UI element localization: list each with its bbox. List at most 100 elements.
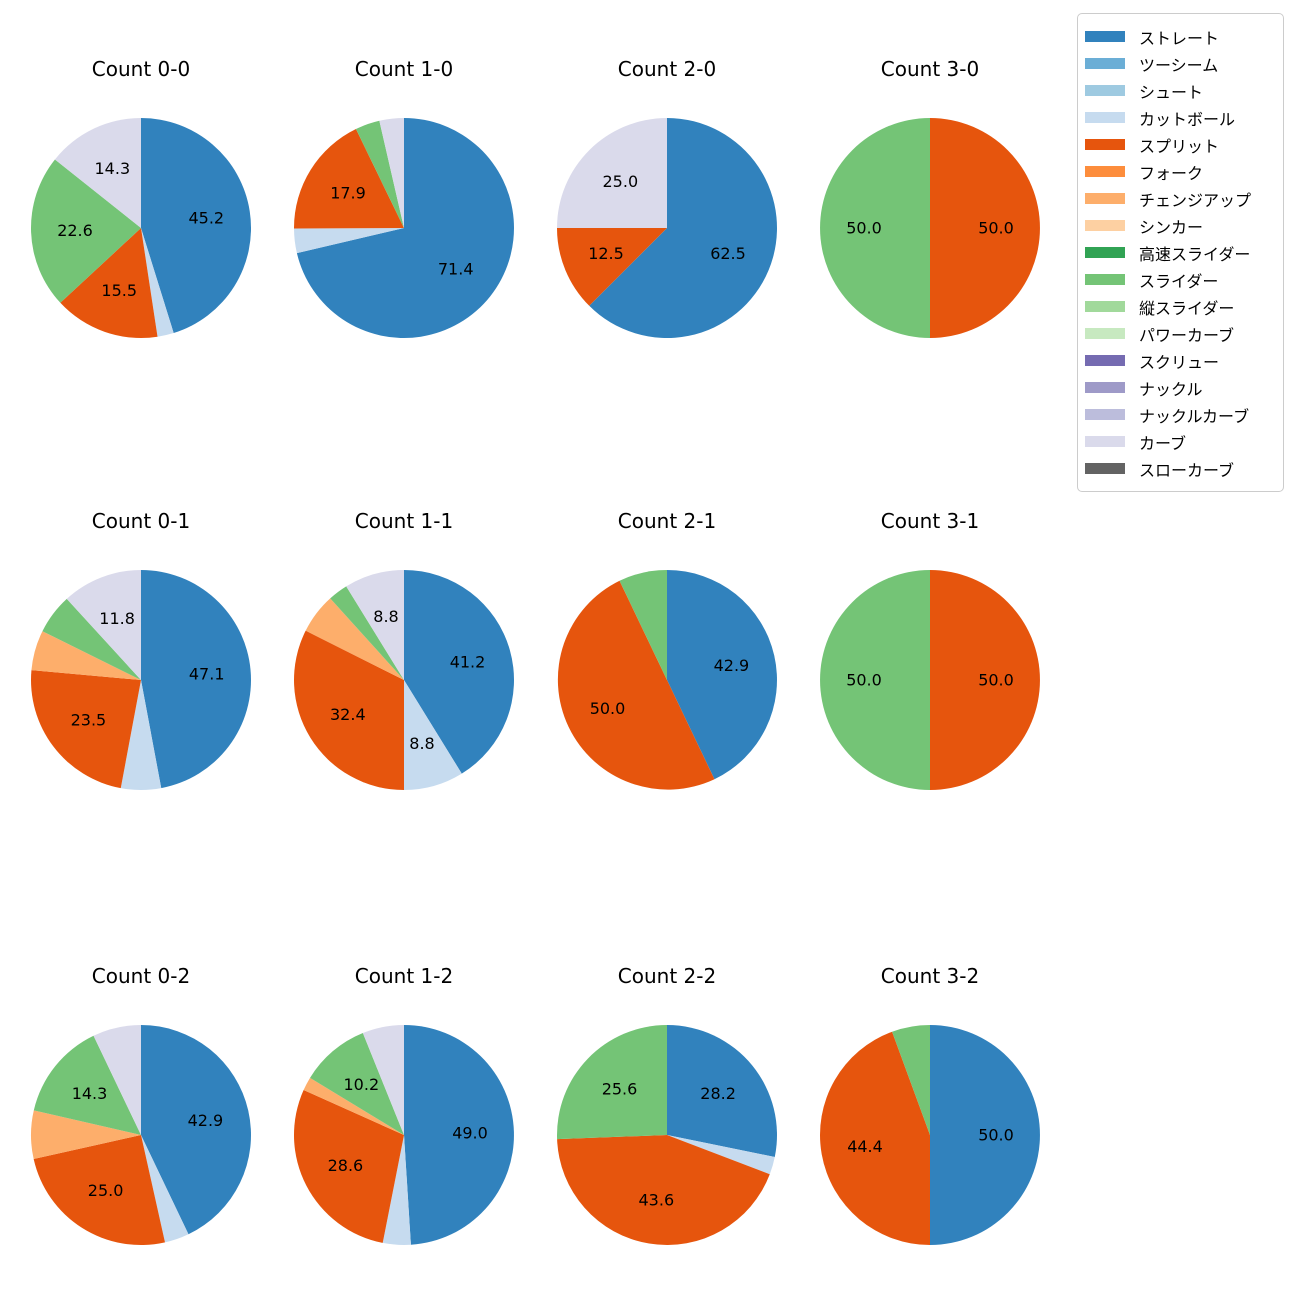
pie-slice	[557, 1025, 667, 1140]
pie-slice	[120, 680, 162, 790]
legend-label: スクリュー	[1139, 352, 1220, 372]
legend-item: ストレート	[1085, 23, 1283, 50]
pie-chart-count-2-0: 62.5 12.5 25.0	[557, 118, 778, 338]
slice-percent-label: 44.4	[847, 1137, 883, 1156]
legend-item: フォーク	[1085, 158, 1283, 185]
pie-slice	[820, 1031, 930, 1245]
legend-item: カットボール	[1085, 104, 1283, 131]
slice-percent-label: 43.6	[638, 1191, 674, 1210]
legend-label: シュート	[1139, 82, 1204, 102]
pie-slice	[667, 570, 777, 780]
slice-percent-label: 50.0	[846, 671, 882, 690]
chart-title: Count 3-0	[880, 57, 980, 81]
pie-slice	[141, 1135, 189, 1243]
legend-label: シンカー	[1139, 217, 1204, 237]
legend-swatch	[1085, 382, 1125, 393]
pie-slice	[293, 1090, 404, 1243]
slice-percent-label: 50.0	[978, 671, 1014, 690]
legend-label: スプリット	[1139, 136, 1220, 156]
chart-title: Count 0-0	[91, 57, 191, 81]
legend-swatch	[1085, 58, 1125, 69]
pie-slice	[141, 228, 174, 337]
legend-swatch	[1085, 328, 1125, 339]
legend-label: 高速スライダー	[1139, 244, 1251, 264]
legend-swatch	[1085, 409, 1125, 420]
legend-swatch	[1085, 193, 1125, 204]
legend-label: カーブ	[1139, 433, 1187, 453]
chart-title: Count 3-2	[880, 964, 980, 988]
legend-item: ナックル	[1085, 374, 1283, 401]
pie-chart-count-1-1: 41.2 8.8 32.4 8.8	[294, 570, 515, 790]
slice-percent-label: 11.8	[99, 609, 135, 628]
legend-item: ナックルカーブ	[1085, 401, 1283, 428]
slice-percent-label: 50.0	[978, 219, 1014, 238]
slice-percent-label: 14.3	[72, 1084, 108, 1103]
slice-percent-label: 22.6	[57, 221, 93, 240]
slice-percent-label: 42.9	[714, 656, 750, 675]
legend-swatch	[1085, 247, 1125, 258]
slice-percent-label: 28.6	[328, 1156, 364, 1175]
legend-label: 縦スライダー	[1139, 298, 1235, 318]
pie-slice	[667, 1135, 775, 1175]
pie-slice	[296, 118, 514, 338]
legend-label: ストレート	[1139, 28, 1220, 48]
chart-title: Count 1-2	[354, 964, 454, 988]
slice-percent-label: 62.5	[710, 244, 746, 263]
slice-percent-label: 25.0	[88, 1181, 124, 1200]
legend-swatch	[1085, 112, 1125, 123]
pie-slice	[404, 1025, 514, 1245]
slice-percent-label: 14.3	[94, 159, 130, 178]
legend-swatch	[1085, 31, 1125, 42]
pie-slice	[31, 631, 141, 680]
pie-slice	[589, 118, 778, 338]
legend: ストレート ツーシーム シュート カットボール スプリット フォーク チェンジアップ シンカー…	[1077, 13, 1284, 492]
pie-slice	[557, 228, 667, 306]
pie-slice	[557, 580, 715, 790]
slice-percent-label: 28.2	[700, 1084, 736, 1103]
pie-slice	[619, 570, 667, 680]
pie-slice	[667, 1025, 777, 1157]
legend-item: スライダー	[1085, 266, 1283, 293]
pie-slice	[93, 1025, 141, 1135]
legend-item: ツーシーム	[1085, 50, 1283, 77]
slice-percent-label: 17.9	[330, 184, 366, 203]
pie-slice	[31, 159, 141, 303]
pie-slice	[382, 1135, 411, 1245]
pie-slice	[33, 1035, 141, 1135]
chart-title: Count 1-1	[354, 509, 454, 533]
chart-title: Count 2-2	[617, 964, 717, 988]
slice-percent-label: 10.2	[343, 1075, 379, 1094]
pie-chart-count-0-1: 47.1 23.5 11.8	[30, 570, 251, 790]
pie-slice	[404, 570, 515, 774]
legend-item: スローカーブ	[1085, 455, 1283, 482]
slice-percent-label: 32.4	[330, 705, 366, 724]
chart-title: Count 0-1	[91, 509, 191, 533]
slice-percent-label: 71.4	[438, 260, 474, 279]
pie-slice	[557, 1135, 770, 1246]
pie-slice	[346, 570, 404, 680]
legend-label: スライダー	[1139, 271, 1219, 291]
pie-chart-count-3-1: 50.0 50.0	[820, 570, 1040, 790]
pie-slice	[66, 570, 141, 680]
legend-item: シュート	[1085, 77, 1283, 104]
pie-slice	[557, 118, 667, 228]
slice-percent-label: 50.0	[846, 219, 882, 238]
pie-slice	[362, 1025, 404, 1135]
slice-percent-label: 50.0	[978, 1126, 1014, 1145]
pie-chart-count-3-2: 50.0 44.4	[820, 1025, 1040, 1245]
pie-slice	[141, 1025, 251, 1235]
legend-item: カーブ	[1085, 428, 1283, 455]
pie-slice	[820, 118, 930, 338]
legend-label: スローカーブ	[1139, 460, 1235, 480]
legend-swatch	[1085, 139, 1125, 150]
chart-title: Count 3-1	[880, 509, 980, 533]
pie-slice	[54, 118, 141, 228]
legend-swatch	[1085, 436, 1125, 447]
pie-slice	[30, 670, 141, 789]
legend-item: シンカー	[1085, 212, 1283, 239]
pie-slice	[303, 1077, 404, 1135]
legend-label: フォーク	[1139, 163, 1204, 183]
pie-slice	[42, 598, 141, 680]
slice-percent-label: 25.0	[602, 172, 638, 191]
pie-slice	[355, 120, 404, 228]
